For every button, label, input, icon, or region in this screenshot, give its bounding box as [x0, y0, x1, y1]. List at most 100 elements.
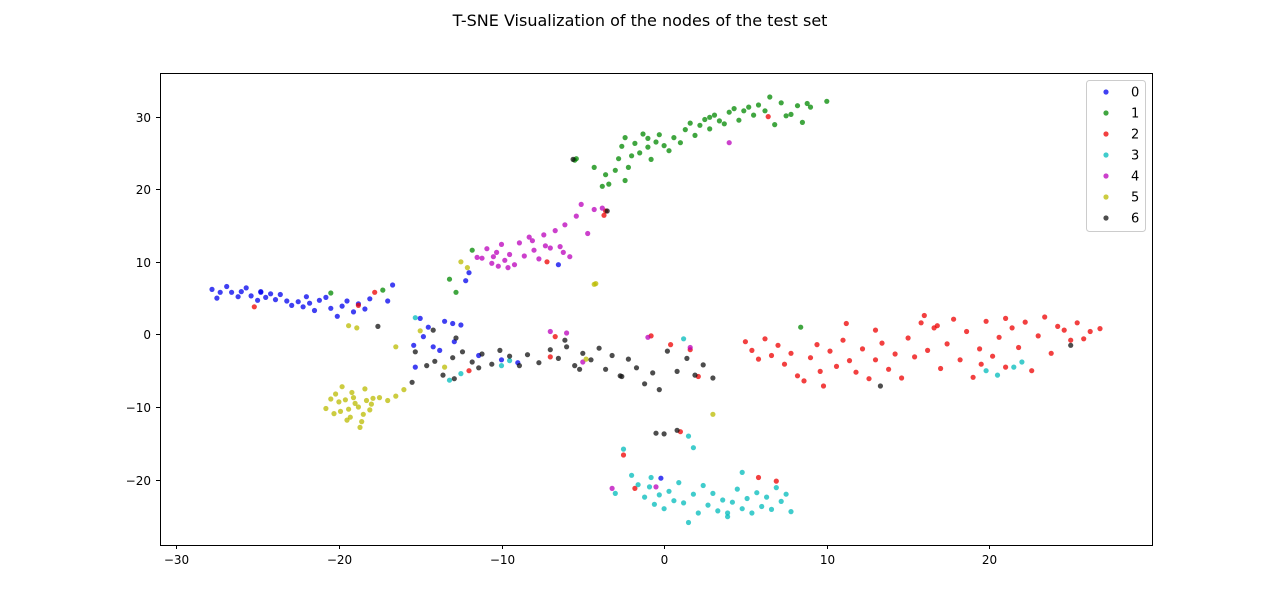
- data-point: [687, 344, 693, 351]
- data-point: [352, 400, 358, 406]
- data-point: [248, 293, 254, 299]
- data-point: [507, 251, 513, 258]
- legend-marker: [1103, 131, 1109, 137]
- data-point: [557, 244, 563, 250]
- data-point: [765, 114, 771, 120]
- data-point: [507, 353, 513, 359]
- data-point: [466, 270, 472, 276]
- data-point: [794, 103, 801, 109]
- data-point: [464, 265, 470, 271]
- data-point: [736, 117, 742, 123]
- data-point: [653, 484, 659, 490]
- data-point: [350, 309, 357, 315]
- data-point: [289, 302, 295, 308]
- data-point: [430, 344, 436, 350]
- data-point: [645, 135, 651, 141]
- x-tick-label: 10: [820, 553, 835, 567]
- data-point: [681, 336, 687, 342]
- data-point: [450, 320, 456, 327]
- data-point: [773, 478, 779, 484]
- data-point: [685, 519, 692, 526]
- data-point: [277, 291, 283, 298]
- data-point: [695, 510, 701, 516]
- data-point: [474, 254, 480, 260]
- y-tick-label: −20: [126, 474, 151, 488]
- data-point: [498, 357, 505, 363]
- data-point: [529, 238, 536, 244]
- data-point: [578, 201, 584, 207]
- data-point: [562, 337, 568, 343]
- data-point: [1055, 323, 1061, 329]
- data-point: [788, 350, 794, 356]
- data-point: [524, 352, 531, 358]
- data-point: [692, 132, 698, 138]
- data-point: [646, 484, 653, 490]
- data-point: [453, 335, 459, 341]
- data-point: [801, 378, 807, 384]
- data-point: [983, 318, 989, 324]
- data-point: [583, 356, 589, 362]
- data-point: [526, 234, 532, 240]
- data-point: [328, 290, 334, 296]
- data-point: [333, 391, 339, 397]
- legend-label: 2: [1131, 128, 1139, 143]
- data-point: [934, 323, 940, 329]
- data-point: [661, 431, 667, 437]
- data-point: [872, 327, 879, 333]
- data-point: [224, 283, 230, 290]
- data-point: [668, 342, 674, 348]
- data-point: [944, 341, 950, 347]
- data-point: [692, 372, 698, 378]
- data-point: [531, 247, 537, 253]
- data-point: [707, 126, 713, 132]
- data-point: [725, 514, 731, 520]
- data-point: [489, 361, 495, 367]
- data-point: [547, 245, 553, 251]
- data-point: [442, 318, 448, 324]
- data-point: [544, 259, 550, 265]
- data-point: [450, 355, 456, 361]
- data-point: [344, 417, 350, 423]
- data-point: [749, 510, 755, 516]
- data-point: [1019, 359, 1025, 365]
- data-point: [209, 286, 215, 292]
- data-point: [362, 306, 368, 312]
- legend-label: 0: [1131, 86, 1139, 101]
- legend-marker: [1103, 194, 1109, 200]
- data-point: [1087, 328, 1093, 335]
- data-point: [229, 289, 235, 295]
- data-point: [536, 256, 542, 262]
- data-point: [458, 259, 464, 265]
- points-layer: [209, 94, 1103, 526]
- data-point: [1029, 368, 1035, 374]
- data-point: [685, 433, 692, 439]
- data-point: [957, 357, 963, 363]
- data-point: [970, 374, 976, 380]
- series-4: [474, 140, 732, 491]
- data-point: [619, 373, 625, 380]
- data-point: [759, 503, 765, 510]
- data-point: [1068, 337, 1074, 343]
- data-point: [417, 328, 423, 334]
- data-point: [632, 140, 638, 146]
- data-point: [807, 104, 814, 110]
- data-point: [446, 276, 453, 282]
- data-point: [772, 122, 778, 128]
- data-point: [355, 302, 361, 308]
- data-point: [754, 490, 760, 496]
- data-point: [721, 121, 727, 127]
- data-point: [656, 132, 662, 138]
- data-point: [425, 324, 431, 330]
- data-point: [307, 300, 313, 306]
- data-point: [577, 366, 583, 372]
- data-point: [542, 243, 549, 249]
- data-point: [339, 384, 345, 390]
- data-point: [372, 289, 378, 295]
- data-point: [625, 356, 632, 362]
- data-point: [339, 303, 345, 309]
- data-point: [684, 355, 690, 361]
- data-point: [642, 381, 648, 387]
- data-point: [690, 445, 697, 451]
- data-point: [432, 358, 438, 364]
- data-point: [360, 411, 366, 417]
